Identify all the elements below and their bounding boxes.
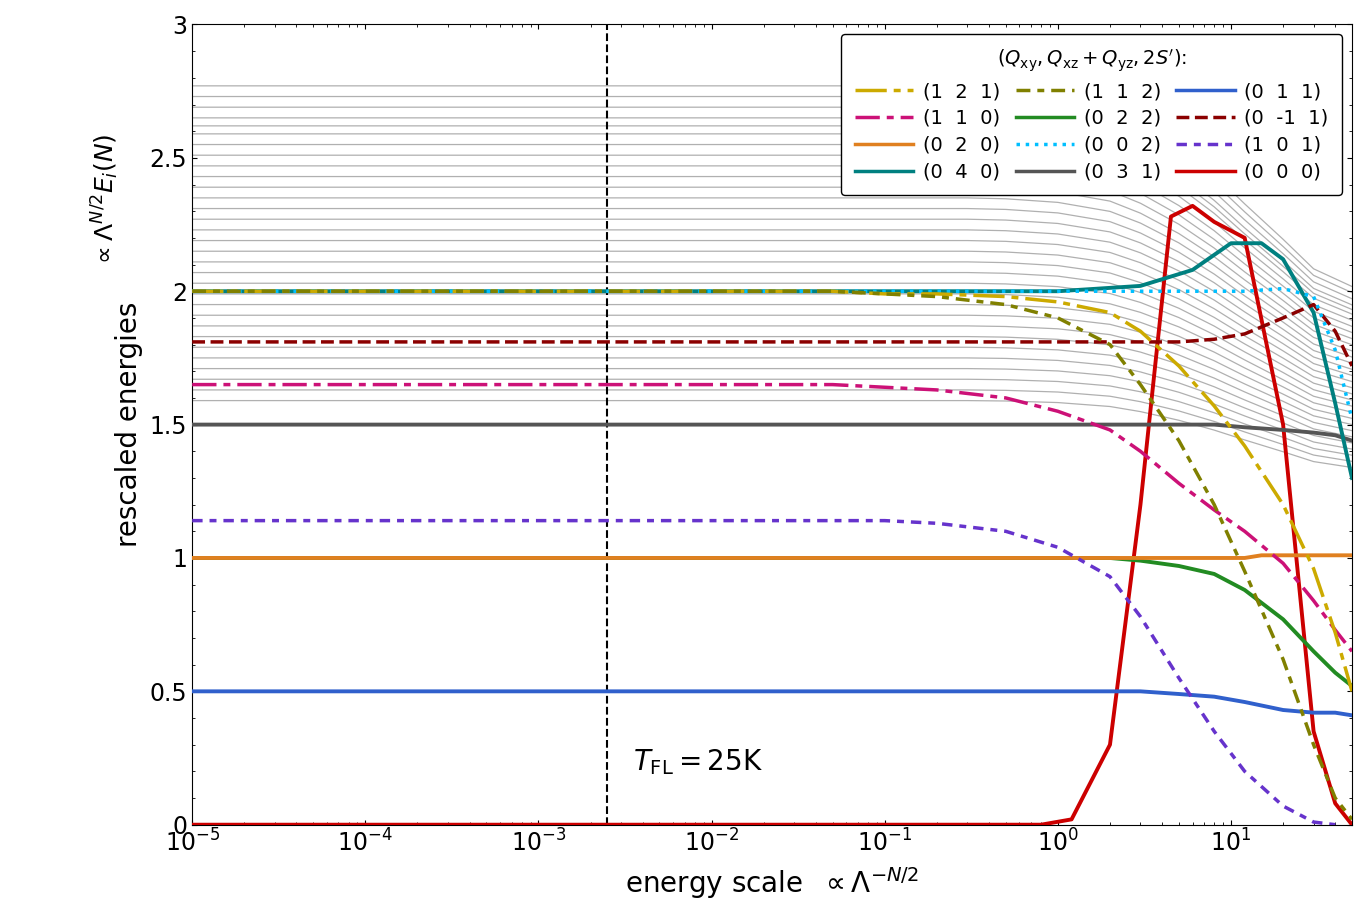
Legend: (1  2  1), (1  1  0), (0  2  0), (0  4  0), (1  1  2), (0  2  2), (0  0  2), (0 : (1 2 1), (1 1 0), (0 2 0), (0 4 0), (1 1… (841, 34, 1342, 195)
Y-axis label: rescaled energies: rescaled energies (115, 302, 142, 547)
Text: $T_{\rm FL}=25{\rm K}$: $T_{\rm FL}=25{\rm K}$ (633, 747, 763, 777)
Text: $\propto \Lambda^{N/2} E_i(N)$: $\propto \Lambda^{N/2} E_i(N)$ (89, 133, 120, 267)
X-axis label: energy scale  $\propto \Lambda^{-N/2}$: energy scale $\propto \Lambda^{-N/2}$ (625, 865, 919, 901)
